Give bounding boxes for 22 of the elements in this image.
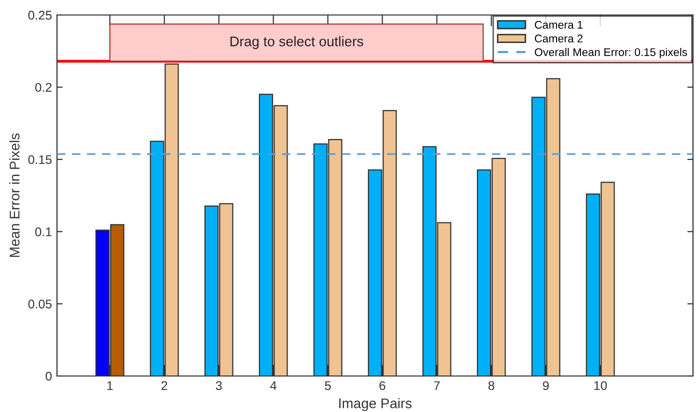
x-tick-label: 6 xyxy=(380,381,386,390)
x-tick-label: 1 xyxy=(107,381,113,390)
x-tick-label: 8 xyxy=(488,381,494,390)
x-tick-label: 10 xyxy=(594,381,607,390)
y-tick-label: 0.1 xyxy=(35,227,52,236)
legend-label: Camera 2 xyxy=(534,34,583,42)
y-axis-title: Mean Error in Pixels xyxy=(9,133,20,257)
x-tick-label: 9 xyxy=(542,381,549,390)
x-axis-title: Image Pairs xyxy=(339,398,412,412)
x-tick-label: 2 xyxy=(162,381,168,390)
y-tick-label: 0.05 xyxy=(28,300,52,308)
x-tick-label: 4 xyxy=(270,381,276,390)
x-tick-label: 5 xyxy=(324,381,331,390)
y-tick-label: 0 xyxy=(46,372,52,381)
annotation: Drag to select outliers xyxy=(230,36,364,50)
x-tick-label: 3 xyxy=(216,381,222,390)
x-tick-label: 7 xyxy=(434,381,440,390)
y-tick-label: 0.15 xyxy=(28,155,52,164)
y-tick-label: 0.2 xyxy=(35,83,52,92)
legend-label: Camera 1 xyxy=(534,20,583,29)
y-tick-label: 0.25 xyxy=(28,10,52,20)
legend-label: Overall Mean Error: 0.15 pixels xyxy=(534,48,688,58)
